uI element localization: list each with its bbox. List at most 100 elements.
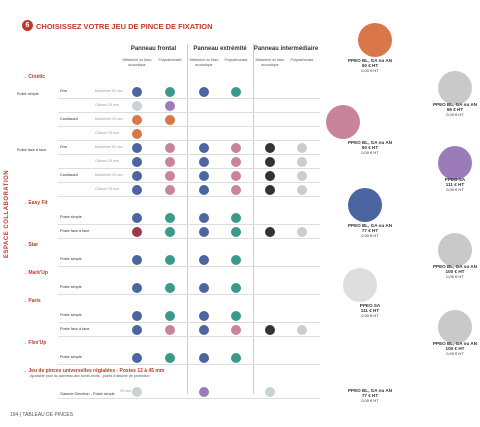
side-label: ESPACE COLLABORATION: [4, 169, 10, 258]
row-divider: [58, 112, 320, 113]
cell-dot: [132, 387, 142, 397]
cell-dot: [132, 129, 142, 139]
cell-dot: [132, 115, 142, 125]
section-title: → Flex'Up: [22, 340, 47, 346]
row-type: Poste face à face: [60, 327, 90, 331]
section-title: → Jeu de pinces universelles réglables -…: [22, 368, 165, 374]
product-price: 77 € HT: [361, 393, 379, 398]
product-sub: 0,00 € HT: [446, 112, 464, 117]
cell-dot: [199, 185, 209, 195]
column-divider: [253, 44, 254, 394]
cell-dot: [297, 325, 307, 335]
column-divider: [187, 44, 188, 394]
row-type: Poste simple: [60, 313, 82, 317]
cell-dot: [165, 157, 175, 167]
cell-dot: [132, 283, 142, 293]
row-divider: [58, 364, 320, 365]
cell-dot: [199, 325, 209, 335]
cell-dot: [231, 311, 241, 321]
cell-dot: [165, 101, 175, 111]
column-subtitle: Polycarbonate: [158, 58, 182, 62]
row-type: Poste face à face: [60, 229, 90, 233]
cell-dot: [231, 213, 241, 223]
product-price: 66 € HT: [446, 107, 464, 112]
row-spec: Cloison 25 mm: [95, 159, 119, 163]
cell-dot: [132, 255, 142, 265]
column-subtitle: Mélaminé ou tissu acoustique: [255, 58, 285, 67]
cell-dot: [132, 87, 142, 97]
cell-dot: [165, 143, 175, 153]
cell-dot: [297, 171, 307, 181]
row-divider: [58, 322, 320, 323]
product-image: [343, 268, 377, 302]
row-divider: [58, 238, 320, 239]
cell-dot: [231, 255, 241, 265]
cell-dot: [265, 185, 275, 195]
product-sub: 0,00 € HT: [361, 313, 379, 318]
row-divider: [58, 398, 320, 399]
cell-dot: [165, 255, 175, 265]
product-price: 77 € HT: [361, 228, 379, 233]
section-title: → Mark'Up: [22, 270, 48, 276]
product-sub: 0,00 € HT: [361, 150, 379, 155]
cell-dot: [199, 387, 209, 397]
section-subtitle: Ajustable pour du panneau aux bords droi…: [30, 374, 150, 378]
row-type: Poste simple: [60, 215, 82, 219]
product-image: [438, 146, 472, 180]
cell-dot: [132, 143, 142, 153]
product-label: PPEO SA 111 € HT 0,00 € HT: [345, 303, 395, 318]
cell-dot: [132, 101, 142, 111]
cell-dot: [297, 157, 307, 167]
cell-dot: [199, 213, 209, 223]
product-sub: 0,00 € HT: [446, 187, 464, 192]
product-label: PPEO SA 111 € HT 0,00 € HT: [430, 177, 480, 192]
cell-dot: [199, 171, 209, 181]
cell-dot: [199, 255, 209, 265]
cell-dot: [199, 283, 209, 293]
row-type: Poste simple: [60, 285, 82, 289]
cell-dot: [231, 325, 241, 335]
row-group: Gamme Direction - Poste simple: [60, 392, 115, 396]
product-image: [348, 188, 382, 222]
cell-dot: [265, 387, 275, 397]
cell-dot: [297, 227, 307, 237]
row-spec: 25 mm: [120, 389, 131, 393]
row-divider: [58, 336, 320, 337]
cell-dot: [265, 157, 275, 167]
header-title: CHOISISSEZ VOTRE JEU DE PINCE DE FIXATIO…: [36, 22, 213, 31]
cell-dot: [165, 213, 175, 223]
product-label: PPEO BL, GA ou AN 100 € HT 0,00 € HT: [430, 264, 480, 279]
product-label: PPEO BL, GA ou AN 100 € HT 0,00 € HT: [430, 341, 480, 356]
cell-dot: [297, 143, 307, 153]
row-divider: [58, 140, 320, 141]
cell-dot: [199, 227, 209, 237]
row-divider: [58, 182, 320, 183]
cell-dot: [132, 353, 142, 363]
cell-dot: [132, 157, 142, 167]
row-type: Poste simple: [60, 257, 82, 261]
product-name: PPEO BL, GA ou AN: [432, 341, 478, 346]
cell-dot: [199, 311, 209, 321]
row-spec: Cloison 25 mm: [95, 131, 119, 135]
row-divider: [58, 294, 320, 295]
cell-dot: [199, 87, 209, 97]
cell-dot: [132, 185, 142, 195]
product-image: [438, 310, 472, 344]
cell-dot: [265, 143, 275, 153]
row-type: Poste simple: [60, 355, 82, 359]
cell-dot: [199, 157, 209, 167]
product-label: PPEO BL, GA ou AN 66 € HT 0,00 € HT: [430, 102, 480, 117]
product-price: 111 € HT: [445, 182, 465, 187]
product-name: PPEO SA: [444, 177, 466, 182]
product-name: PPEO BL, GA ou AN: [347, 58, 393, 63]
product-price: 60 € HT: [361, 63, 379, 68]
row-group: Poste simple: [17, 92, 39, 96]
cell-dot: [231, 283, 241, 293]
cell-dot: [231, 87, 241, 97]
cell-dot: [165, 353, 175, 363]
row-divider: [58, 154, 320, 155]
row-divider: [58, 98, 320, 99]
cell-dot: [165, 283, 175, 293]
row-spec: Mélaminé 25 mm: [95, 145, 123, 149]
